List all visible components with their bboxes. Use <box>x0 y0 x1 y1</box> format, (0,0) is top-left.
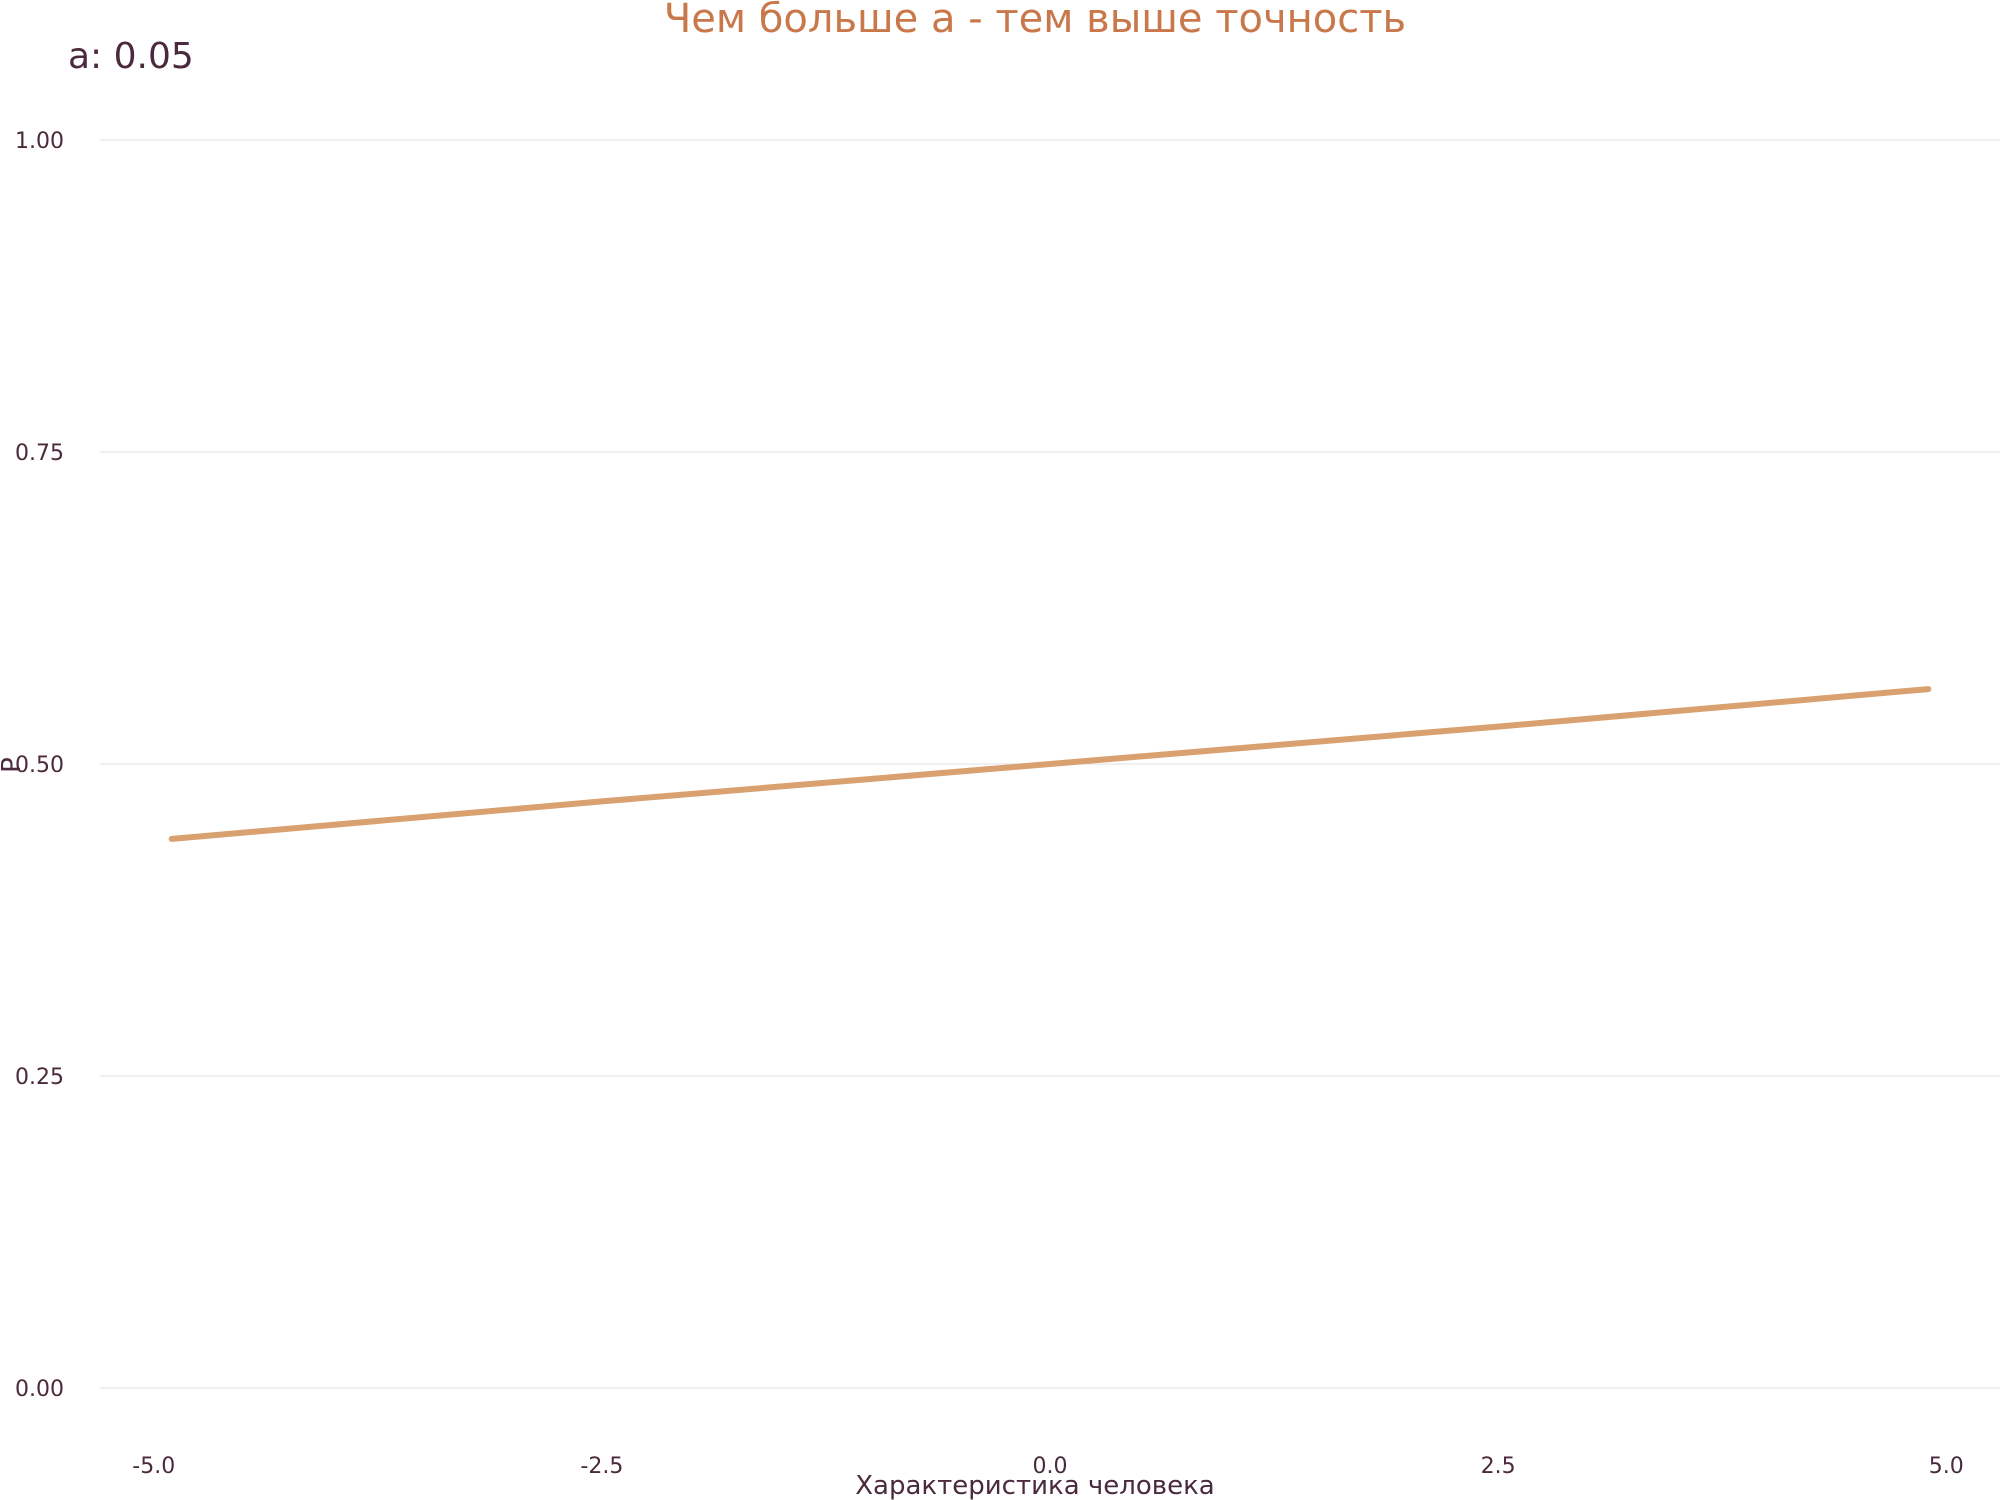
y-axis-label: P <box>0 757 27 773</box>
y-tick-label: 0.75 <box>15 441 64 466</box>
y-tick-label: 0.50 <box>15 753 64 778</box>
x-tick-label: 5.0 <box>1929 1454 1964 1479</box>
x-tick-labels: -5.0 -2.5 0.0 2.5 5.0 <box>132 1454 1963 1479</box>
series-line-0 <box>168 686 1932 842</box>
x-tick-label: -5.0 <box>132 1454 175 1479</box>
x-tick-label: 2.5 <box>1481 1454 1516 1479</box>
x-tick-label: -2.5 <box>580 1454 623 1479</box>
x-tick-label: 0.0 <box>1033 1454 1068 1479</box>
y-tick-label: 1.00 <box>15 129 64 154</box>
chart-title: Чем больше a - тем выше точность <box>664 0 1406 42</box>
y-tick-label: 0.25 <box>15 1065 64 1090</box>
series-layer <box>168 686 1932 842</box>
x-axis-label: Характеристика человека <box>855 1471 1215 1500</box>
y-tick-labels: 0.00 0.25 0.50 0.75 1.00 <box>15 129 64 1402</box>
y-tick-label: 0.00 <box>15 1377 64 1402</box>
parameter-label: a: 0.05 <box>68 36 194 77</box>
